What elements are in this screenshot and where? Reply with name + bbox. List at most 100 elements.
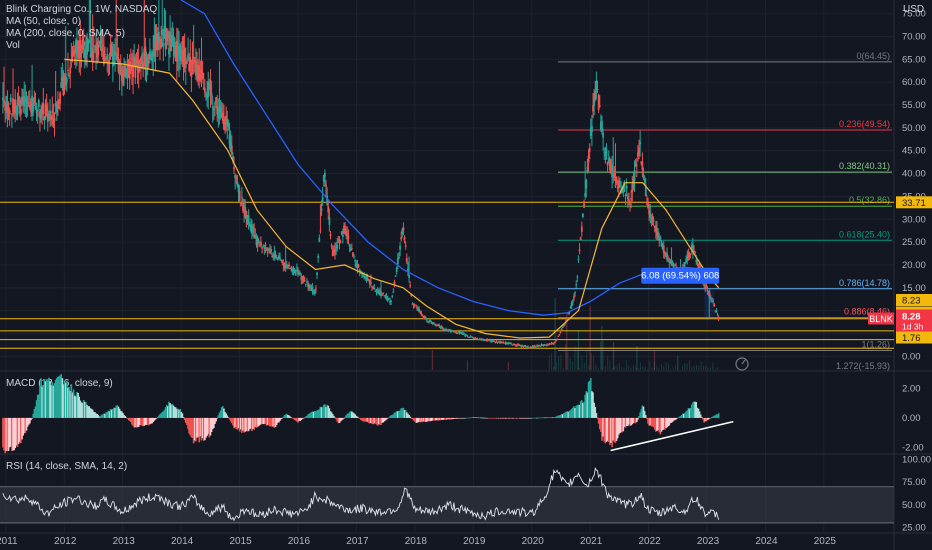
candle-body [83, 49, 86, 59]
macd-histogram-bar [630, 417, 632, 426]
candle-body [683, 265, 685, 267]
candle-body [654, 225, 657, 232]
macd-histogram-bar [398, 410, 400, 418]
macd-histogram-bar [375, 417, 378, 425]
macd-histogram-bar [381, 417, 383, 423]
candle-body [709, 297, 712, 300]
candle-body [407, 269, 409, 271]
macd-histogram-bar [78, 396, 81, 418]
macd-histogram-bar [439, 417, 442, 421]
macd-histogram-bar [448, 417, 451, 420]
ma200-label[interactable]: MA (200, close, 0, SMA, 5) [6, 28, 125, 39]
volume-bar [597, 368, 599, 370]
candle-body [383, 295, 386, 297]
x-tick-label-2014: 2014 [171, 536, 194, 547]
macd-histogram-bar [578, 405, 581, 418]
candle-body [358, 269, 361, 273]
volume-bar [642, 366, 644, 370]
symbol-title[interactable]: Blink Charging Co., 1W, NASDAQ [6, 4, 158, 15]
candle-body [522, 345, 525, 347]
macd-histogram-bar [491, 417, 493, 419]
macd-histogram-bar [430, 417, 433, 421]
candle-body [245, 210, 248, 220]
macd-histogram-bar [246, 417, 249, 432]
macd-histogram-bar [290, 417, 293, 418]
macd-histogram-bar [585, 391, 588, 418]
macd-histogram-bar [708, 417, 711, 419]
candle-body [33, 96, 36, 104]
x-tick-label-2017: 2017 [346, 536, 369, 547]
macd-histogram-bar [229, 417, 232, 422]
candle-body [240, 196, 243, 198]
candle-body [261, 247, 263, 249]
candle-body [536, 345, 538, 347]
candle-body [421, 314, 424, 316]
macd-histogram-bar [316, 410, 318, 418]
macd-histogram-bar [52, 386, 55, 418]
rsi-pane[interactable]: RSI (14, close, SMA, 14, 2) [0, 461, 894, 524]
macd-histogram-bar [105, 412, 107, 418]
price-pane[interactable]: 0(64.45) 0.236(49.54) 0.382(40.31) 0.5(32.8… [0, 0, 894, 371]
candle-body [651, 217, 654, 220]
volume-bar [665, 362, 667, 370]
speed-dial-icon[interactable] [735, 357, 749, 371]
candle-body [545, 345, 547, 347]
candle-body [322, 175, 325, 182]
candle-body [414, 304, 417, 306]
macd-histogram-bar [159, 414, 161, 418]
macd-histogram-bar [707, 417, 710, 420]
candle-body [410, 294, 413, 296]
macd-pane[interactable]: MACD (12, 26, close, 9) [2, 374, 734, 454]
candle-body [556, 338, 559, 340]
candle-body [541, 344, 544, 346]
macd-histogram-bar [671, 417, 674, 422]
candle-body [199, 75, 202, 80]
vol-label[interactable]: Vol [6, 40, 20, 51]
macd-histogram-bar [656, 417, 658, 431]
candle-body [346, 233, 349, 237]
macd-histogram-bar [414, 417, 417, 423]
volume-bar [600, 341, 602, 370]
legend-symbol[interactable]: Blink Charging Co., 1W, NASDAQ [6, 4, 157, 16]
macd-histogram-bar [588, 380, 591, 418]
legend-ma200[interactable]: MA (200, close, 0, SMA, 5) [6, 28, 125, 40]
macd-histogram-bar [123, 414, 125, 418]
candle-body [215, 97, 217, 103]
volume-bar [551, 353, 553, 370]
macd-histogram-bar [659, 417, 662, 435]
macd-histogram-bar [68, 386, 70, 418]
candle-body [706, 290, 709, 292]
x-tick-label-2018: 2018 [405, 536, 428, 547]
candle-body [519, 345, 522, 347]
volume-bar [630, 367, 632, 370]
legend-ma50[interactable]: MA (50, close, 0) [6, 16, 81, 28]
macd-histogram-bar [263, 417, 266, 424]
macd-histogram-bar [423, 417, 426, 422]
candle-body [617, 180, 620, 189]
macd-histogram-bar [376, 417, 379, 426]
candle-body [5, 95, 8, 110]
volume-bar [609, 360, 611, 370]
legend-volume[interactable]: Vol [6, 40, 20, 52]
y-tick-label: 75.00 [902, 9, 926, 20]
candle-body [61, 77, 64, 81]
candle-body [604, 153, 607, 156]
volume-bar [565, 343, 567, 370]
y-tick-label: 20.00 [902, 260, 926, 271]
macd-histogram-bar [32, 413, 35, 418]
macd-histogram-bar [167, 406, 169, 418]
macd-histogram-bar [573, 406, 575, 418]
candle-body [108, 54, 111, 59]
candle-body [696, 262, 699, 264]
candle-body [76, 48, 78, 57]
candle-body [67, 69, 69, 71]
candle-body [509, 342, 511, 344]
macd-histogram-bar [97, 415, 100, 418]
macd-histogram-bar [103, 413, 105, 418]
ma50-label[interactable]: MA (50, close, 0) [6, 16, 82, 27]
macd-histogram-bar [322, 404, 325, 418]
candle-body [608, 159, 611, 170]
volume-bar [586, 349, 588, 370]
candle-body [543, 344, 546, 346]
